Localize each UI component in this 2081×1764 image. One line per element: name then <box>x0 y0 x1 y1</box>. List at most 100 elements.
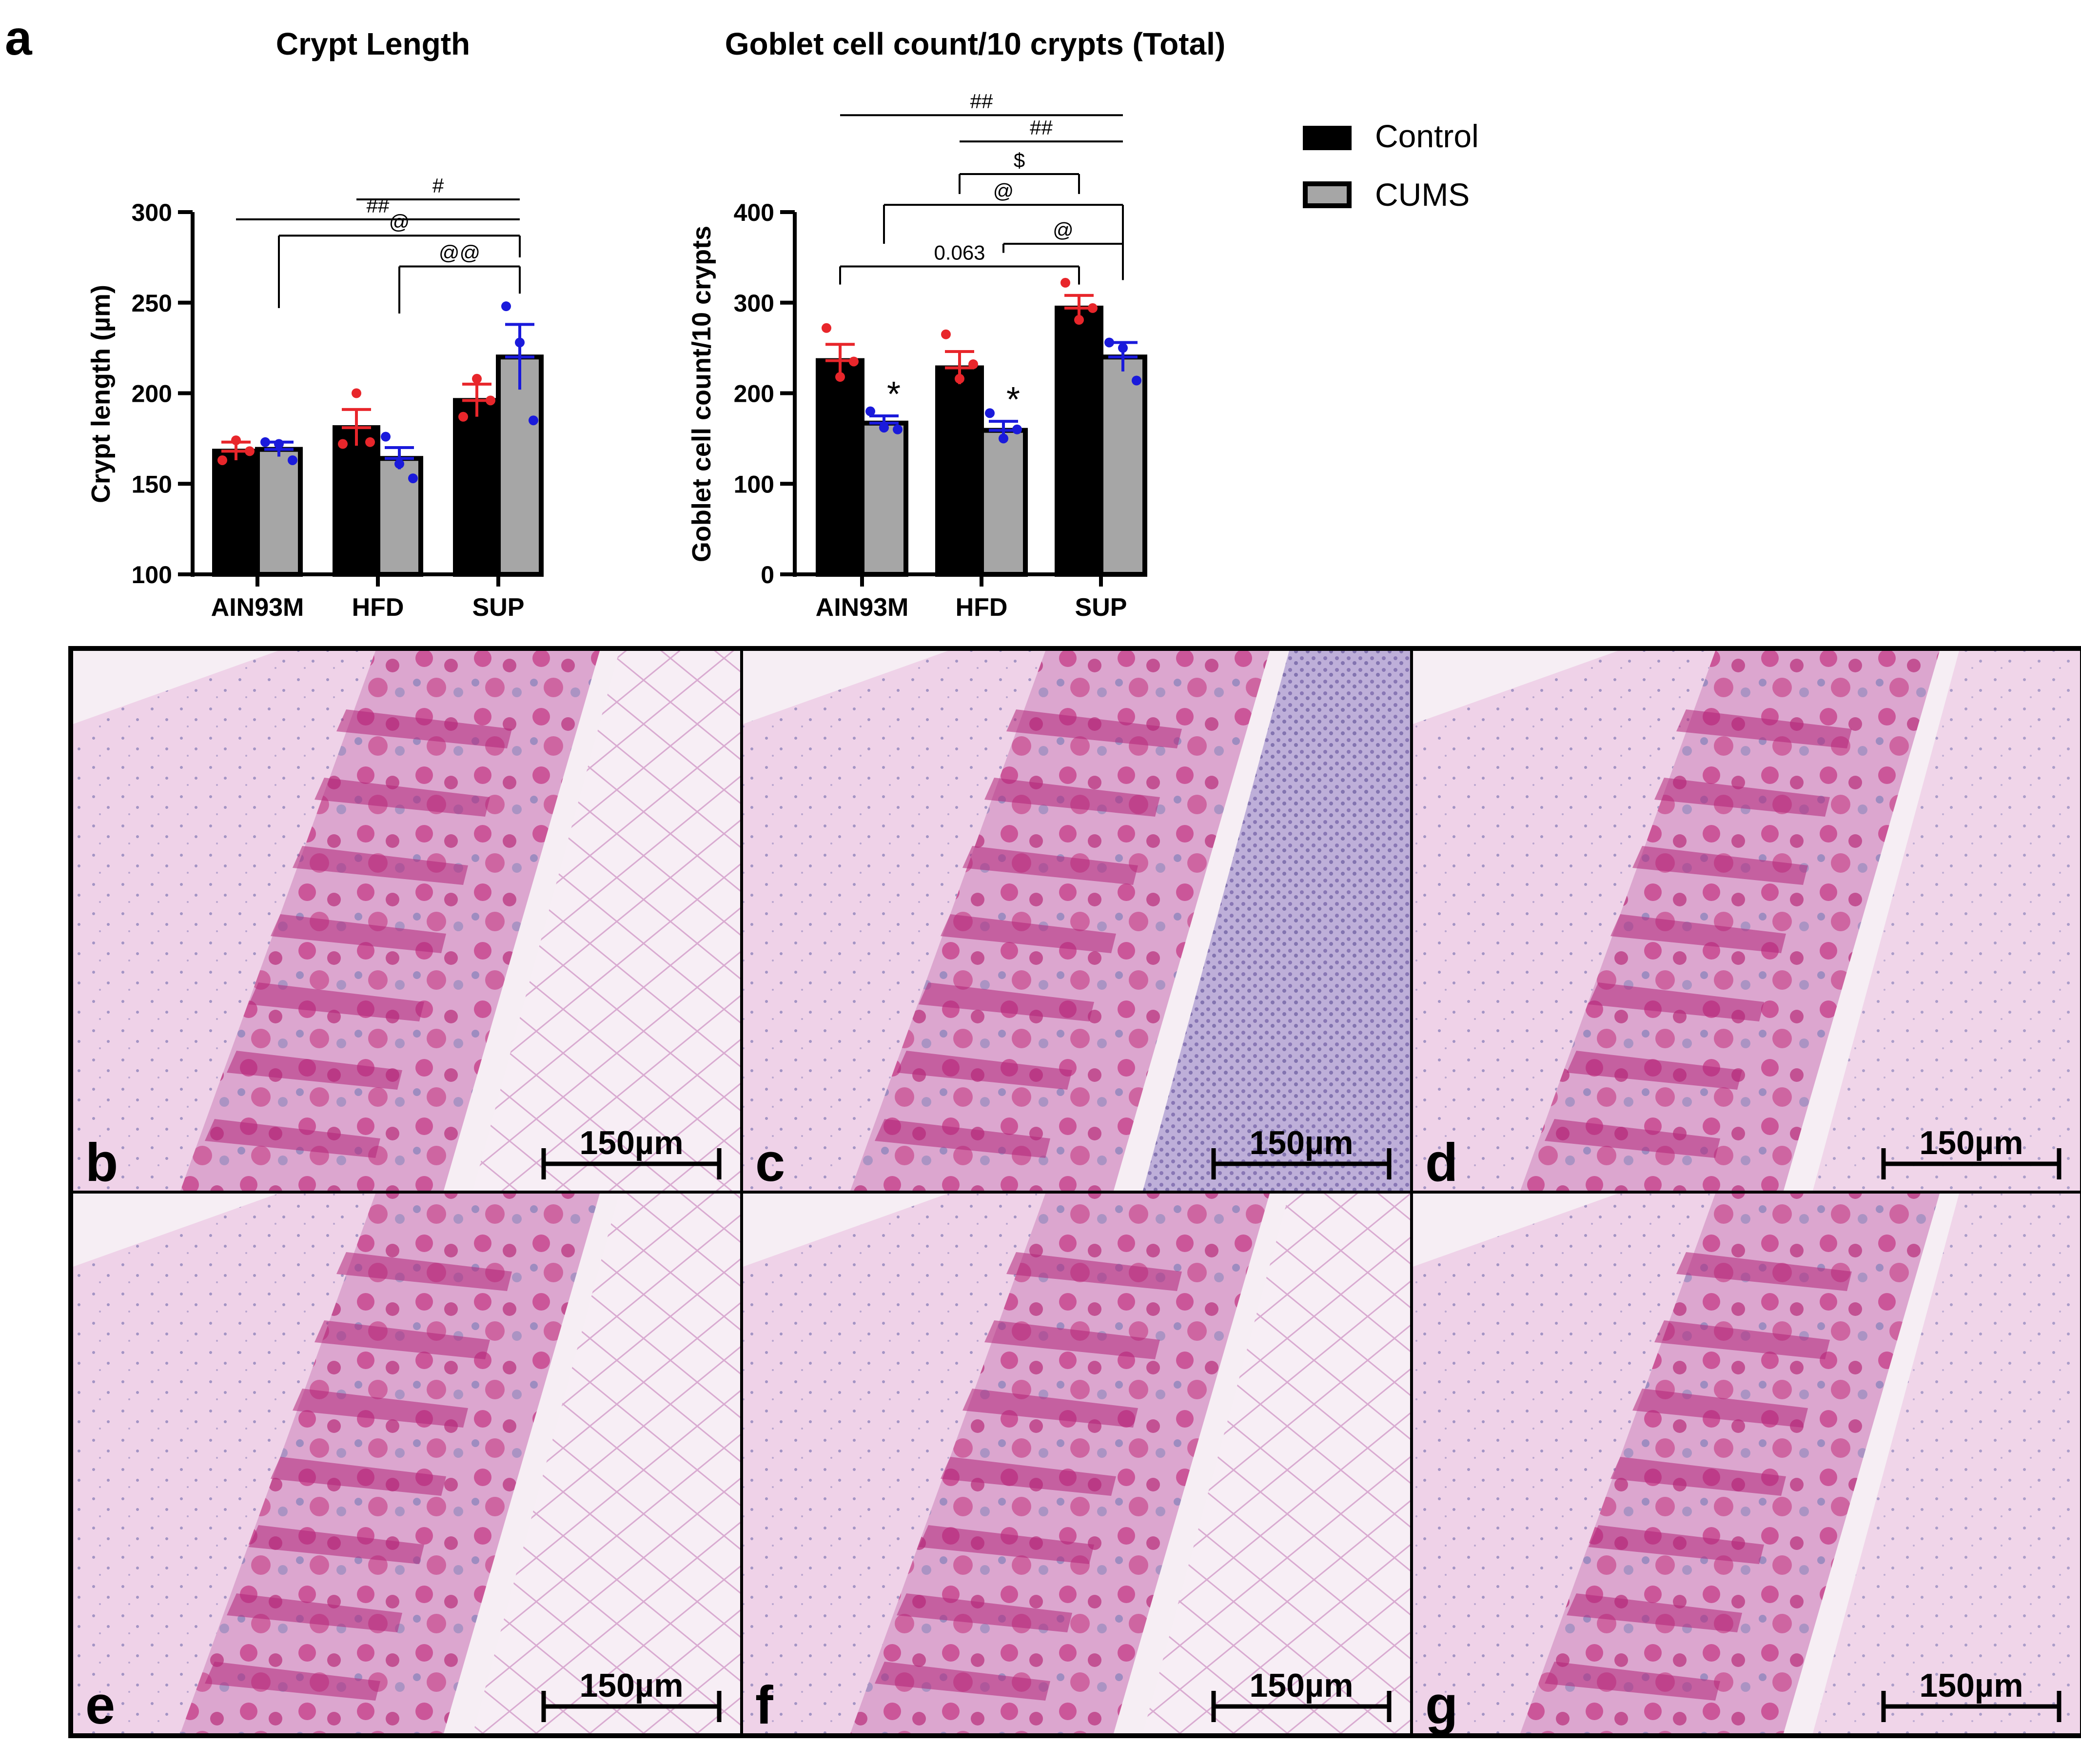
scale-bar-label: 150µm <box>579 1124 683 1161</box>
data-point <box>955 373 964 384</box>
bar-control-sup <box>453 398 501 577</box>
data-point <box>893 424 903 434</box>
data-point <box>1118 343 1128 353</box>
y-axis-label: Goblet cell count/10 crypts <box>687 226 716 562</box>
right-tissue <box>473 651 740 1191</box>
crypt <box>227 1051 402 1090</box>
x-tick-label: SUP <box>472 593 525 622</box>
significance-star: * <box>1006 380 1020 419</box>
significance-star: * <box>887 375 901 414</box>
x-tick-label: SUP <box>1075 593 1127 622</box>
significance-label: # <box>432 174 444 197</box>
bar-cums-ain93m <box>860 420 908 577</box>
panel-label-a: a <box>5 11 33 65</box>
data-point <box>381 431 391 442</box>
crypt <box>875 1662 1050 1701</box>
y-tick-label: 400 <box>734 199 774 226</box>
significance-label: ## <box>970 90 993 113</box>
crypt <box>941 914 1116 953</box>
significance-label: $ <box>1014 149 1025 172</box>
significance-label: ## <box>367 194 390 217</box>
legend: Control CUMS <box>1303 118 1479 213</box>
bar-control-hfd <box>935 365 984 577</box>
data-point <box>458 412 468 422</box>
mucosa-layer <box>850 1194 1270 1733</box>
y-axis-label: Crypt length (µm) <box>86 285 116 503</box>
crypt <box>249 982 424 1021</box>
data-point <box>515 337 525 348</box>
y-tick-label: 0 <box>761 561 774 588</box>
scale-bar-label: 150µm <box>579 1667 683 1704</box>
micrograph-c <box>743 651 1410 1191</box>
crypt <box>1654 778 1830 817</box>
bar-control-sup <box>1055 305 1103 577</box>
crypt <box>1589 1525 1764 1564</box>
scale-bar-label: 150µm <box>1249 1667 1353 1704</box>
crypt <box>875 1119 1050 1158</box>
data-point <box>985 408 995 418</box>
crypt <box>1610 914 1786 953</box>
crypt <box>897 1051 1072 1090</box>
crypt-length-chart: Crypt Length Crypt length (µm) 100 150 200… <box>86 26 544 622</box>
data-point <box>849 356 859 367</box>
data-point <box>529 415 538 426</box>
goblet-count-chart: Goblet cell count/10 crypts (Total) Gobl… <box>687 26 1225 622</box>
legend-label-control: Control <box>1375 118 1479 154</box>
data-point <box>1060 277 1070 288</box>
bar-control-ain93m <box>212 449 260 577</box>
micrograph-grid: b 150µm c 150µm d 150µm e 150µm f 150µm g 150µm <box>68 646 2081 1738</box>
micrograph-g <box>1413 1194 2080 1733</box>
crypt <box>205 1662 380 1701</box>
micrograph-label: e <box>85 1675 115 1735</box>
crypt <box>271 1457 446 1496</box>
crypt <box>919 982 1094 1021</box>
crypt <box>1632 846 1808 885</box>
data-point <box>365 437 375 447</box>
micrograph-label: d <box>1425 1133 1458 1193</box>
micrograph-label: f <box>755 1675 773 1735</box>
crypt <box>1589 982 1764 1021</box>
y-tick-label: 250 <box>132 290 172 317</box>
data-point <box>352 388 361 398</box>
significance-label: ## <box>1030 116 1053 139</box>
micrograph-f <box>743 1194 1410 1733</box>
x-tick-label: HFD <box>956 593 1008 622</box>
significance-label: @ <box>993 179 1014 202</box>
muscle-layer <box>743 1194 1045 1733</box>
mucosa-layer <box>850 651 1270 1191</box>
legend-label-cums: CUMS <box>1375 176 1470 213</box>
data-point <box>260 437 270 447</box>
data-point <box>245 446 255 456</box>
bar-control-ain93m <box>816 358 864 577</box>
y-tick-label: 200 <box>734 380 774 408</box>
scale-bar-label: 150µm <box>1249 1124 1353 1161</box>
y-tick-label: 300 <box>734 290 774 317</box>
crypt <box>336 1252 512 1291</box>
data-point <box>879 423 889 433</box>
crypt <box>1567 1593 1742 1632</box>
crypt <box>962 1389 1138 1428</box>
crypt <box>1567 1051 1742 1090</box>
data-point <box>1088 303 1098 313</box>
data-point <box>408 473 418 484</box>
significance-label: @ <box>389 210 410 233</box>
muscle-layer <box>73 1194 375 1733</box>
crypt <box>941 1457 1116 1496</box>
y-tick-label: 100 <box>734 470 774 498</box>
x-tick-label: AIN93M <box>816 593 909 622</box>
data-point <box>231 435 241 446</box>
data-point <box>835 372 845 382</box>
crypt <box>984 778 1160 817</box>
chart-title: Goblet cell count/10 crypts (Total) <box>725 26 1226 61</box>
right-tissue <box>1813 651 2080 1191</box>
legend-entry-cums: CUMS <box>1303 176 1470 213</box>
data-point <box>486 395 495 406</box>
right-tissue <box>1143 651 1410 1191</box>
data-point <box>822 323 831 333</box>
crypt <box>336 709 512 748</box>
x-tick-label: AIN93M <box>211 593 304 622</box>
mucosa-layer <box>1520 651 1940 1191</box>
crypt <box>962 846 1138 885</box>
crypt <box>205 1119 380 1158</box>
